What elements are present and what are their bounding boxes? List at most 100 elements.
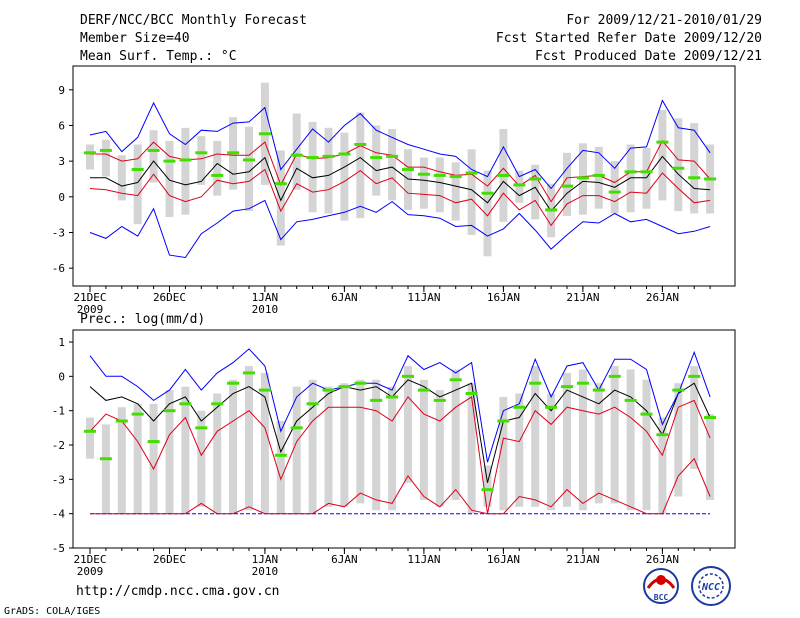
prec-mean-mark xyxy=(227,381,240,385)
prec-mean-mark xyxy=(243,371,255,375)
prec-range-box xyxy=(133,403,142,514)
ncc-logo: NCC xyxy=(691,566,731,606)
prec-range-box xyxy=(594,383,603,504)
temp-range-box xyxy=(356,112,365,219)
temp-mean-mark xyxy=(497,173,510,177)
temp-range-box xyxy=(149,130,158,183)
started-date: Fcst Started Refer Date 2009/12/20 xyxy=(496,31,762,46)
prec-range-box xyxy=(435,390,444,507)
temp-range-box xyxy=(245,126,253,212)
temp-xtick-label: 11JAN xyxy=(407,291,440,304)
temp-mean-mark xyxy=(576,176,589,180)
bcc-logo: BCC xyxy=(643,568,679,604)
temp-mean-mark xyxy=(258,132,271,136)
prec-max-line xyxy=(89,348,711,463)
temp-range-box xyxy=(117,155,126,201)
prec-ytick-label: -4 xyxy=(52,508,66,521)
prec-ytick-label: -1 xyxy=(52,405,65,418)
prec-mean-mark xyxy=(179,402,192,406)
temp-mean-mark xyxy=(211,173,224,177)
temp-range-box xyxy=(594,146,603,209)
temp-mean-mark xyxy=(624,170,637,174)
temp-mean-mark xyxy=(402,167,414,171)
temp-min-line xyxy=(89,199,711,259)
prec-range-box xyxy=(451,369,460,500)
prec-mean-mark xyxy=(624,398,637,402)
temp-mean-mark xyxy=(195,151,208,155)
temp-mean-mark xyxy=(417,172,430,176)
prec-mean-mark xyxy=(513,405,526,409)
temp-range-box xyxy=(531,164,540,220)
temp-mean-mark xyxy=(640,170,653,174)
temp-range-box xyxy=(467,149,476,235)
temp-mean-mark xyxy=(274,182,287,186)
temp-range-box xyxy=(690,123,699,214)
prec-mean-mark xyxy=(449,378,462,382)
temp-range-box xyxy=(419,157,428,209)
prec-mean-mark xyxy=(84,429,96,433)
temp-mean-mark xyxy=(290,153,303,157)
prec-mean-mark xyxy=(529,381,542,385)
temp-range-box xyxy=(308,121,317,213)
prec-xtick-label: 26JAN xyxy=(646,553,679,566)
temp-range-box xyxy=(404,149,412,210)
grads-credit: GrADS: COLA/IGES xyxy=(4,606,100,617)
temp-mean-mark xyxy=(370,156,383,160)
prec-mean-mark xyxy=(115,419,128,423)
figure-title: DERF/NCC/BCC Monthly Forecast xyxy=(80,13,307,28)
prec-mean-mark xyxy=(131,412,144,416)
prec-ytick-label: 0 xyxy=(58,370,65,383)
temp-mean-mark xyxy=(131,167,144,171)
temp-mean-mark xyxy=(163,159,176,163)
prec-mean-mark xyxy=(417,388,430,392)
temp-mean-mark xyxy=(561,184,573,188)
prec-range-box xyxy=(547,393,556,511)
prec-xtick-label: 1JAN xyxy=(252,553,279,566)
temp-mean-mark xyxy=(179,158,192,162)
prec-range-box xyxy=(515,393,524,507)
prec-range-box xyxy=(260,372,269,514)
temp-range-box xyxy=(165,140,174,218)
prec-mean-mark xyxy=(592,388,605,392)
prec-mean-mark xyxy=(195,426,208,430)
temp-frame xyxy=(72,65,736,287)
temp-range-box xyxy=(674,118,683,212)
prec-mean-mark xyxy=(290,426,303,430)
prec-mean-mark xyxy=(211,402,224,406)
temp-ytick-label: 0 xyxy=(58,191,65,204)
prec-mean-mark xyxy=(688,374,701,378)
temp-mean-mark xyxy=(688,176,701,180)
temp-mean-mark xyxy=(84,151,96,155)
prec-xtick-label: 26DEC xyxy=(153,553,186,566)
prec-range-box xyxy=(388,386,397,511)
temp-range-box xyxy=(372,125,381,196)
prec-xtick-label: 16JAN xyxy=(487,553,520,566)
prec-range-box xyxy=(404,366,412,483)
source-url: http://cmdp.ncc.cma.gov.cn xyxy=(76,584,280,599)
prec-range-box xyxy=(245,366,253,511)
prec-range-box xyxy=(276,420,285,514)
prec-ytick-label: -5 xyxy=(52,542,65,555)
prec-range-box xyxy=(610,366,619,504)
temp-mean-mark xyxy=(465,171,478,175)
prec-range-box xyxy=(149,403,158,514)
prec-range-box xyxy=(197,410,206,507)
temp-max-line xyxy=(89,99,711,190)
temp-mean-mark xyxy=(513,183,526,187)
temp-range-box xyxy=(197,136,206,185)
temp-xtick-year: 2009 xyxy=(77,303,104,316)
prec-mean-mark xyxy=(386,395,399,399)
prec-range-box xyxy=(213,393,222,514)
precip-title: Prec.: log(mm/d) xyxy=(80,312,205,327)
temp-ytick-label: 6 xyxy=(58,119,65,132)
temp-mean-mark xyxy=(481,191,494,195)
temp-mean-mark xyxy=(147,148,160,152)
temp-range-box xyxy=(451,162,460,221)
temp-mean-mark xyxy=(322,154,335,158)
prec-mean-mark xyxy=(354,381,367,385)
prec-range-box xyxy=(324,386,333,507)
temp-xtick-year: 2010 xyxy=(252,303,279,316)
prec-range-box xyxy=(372,379,381,511)
